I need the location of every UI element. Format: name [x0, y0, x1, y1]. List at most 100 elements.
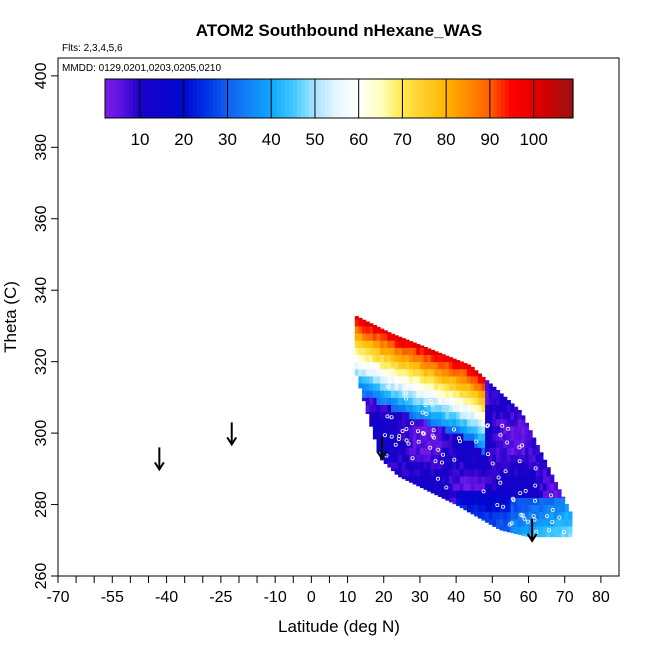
heatmap-cell [459, 475, 464, 484]
heatmap-cell [416, 454, 421, 463]
heatmap-cell [466, 411, 472, 420]
heatmap-cell [481, 454, 486, 463]
heatmap-cell [514, 447, 519, 456]
heatmap-cell [438, 483, 443, 491]
heatmap-cell [517, 410, 522, 413]
heatmap-cell [362, 319, 367, 327]
heatmap-cell [510, 504, 515, 513]
heatmap-cell [503, 397, 508, 406]
colorbar-tick-label: 70 [393, 130, 412, 149]
heatmap-cell [409, 404, 414, 413]
heatmap-cell [495, 425, 501, 434]
heatmap-cell [438, 383, 443, 391]
heatmap-cell [441, 454, 446, 463]
heatmap-cell [463, 461, 468, 470]
heatmap-cell [452, 440, 457, 448]
heatmap-cell [372, 425, 377, 434]
heatmap-cell [387, 447, 392, 456]
heatmap-cell [459, 425, 464, 434]
colorbar-swatch [189, 79, 194, 118]
heatmap-cell [416, 397, 421, 406]
heatmap-cell [477, 425, 482, 434]
heatmap-cell [438, 361, 443, 370]
heatmap-cell [463, 390, 468, 398]
heatmap-cell [495, 418, 501, 427]
heatmap-cell [539, 490, 544, 498]
heatmap-cell [539, 511, 544, 520]
x-tick-label: -40 [155, 589, 178, 606]
heatmap-cell [524, 468, 530, 477]
colorbar-swatch [457, 79, 462, 118]
heatmap-cell [503, 404, 508, 413]
colorbar-swatch [249, 79, 254, 118]
heatmap-cell [524, 425, 530, 434]
heatmap-cell [445, 490, 450, 498]
heatmap-cell [488, 418, 493, 427]
heatmap-cell [481, 461, 486, 470]
heatmap-cell [510, 425, 515, 434]
sample-marker [545, 514, 550, 519]
heatmap-cell [466, 504, 472, 513]
heatmap-cell [369, 375, 374, 384]
colorbar-swatch [245, 79, 250, 118]
x-tick-label: 50 [483, 589, 501, 606]
heatmap-cell [510, 404, 515, 413]
heatmap-cell [430, 354, 435, 363]
heatmap-cell [485, 468, 490, 477]
heatmap-cell [459, 383, 464, 391]
heatmap-cell [542, 525, 548, 534]
heatmap-cell [434, 468, 439, 477]
plot-frame [57, 57, 620, 577]
heatmap-cell [398, 411, 403, 420]
heatmap-cell [517, 533, 522, 535]
heatmap-cell [488, 468, 493, 477]
heatmap-cell [390, 383, 396, 391]
heatmap-cell [510, 403, 515, 406]
heatmap-cell [369, 418, 374, 427]
sample-marker [404, 427, 409, 432]
heatmap-cell [550, 533, 555, 538]
heatmap-cell [474, 404, 479, 413]
heatmap-cell [419, 433, 425, 441]
heatmap-cell [441, 497, 446, 499]
heatmap-cell [456, 454, 461, 463]
heatmap-cell [423, 346, 428, 348]
heatmap-field [354, 316, 573, 538]
heatmap-cell [369, 333, 374, 341]
heatmap-cell [416, 344, 421, 348]
heatmap-cell [441, 361, 446, 370]
heatmap-cell [372, 368, 377, 377]
heatmap-cell [495, 390, 501, 398]
heatmap-cell [405, 468, 410, 477]
heatmap-cell [539, 475, 544, 484]
heatmap-cell [459, 490, 464, 498]
heatmap-cell [517, 518, 522, 527]
heatmap-cell [372, 404, 377, 413]
heatmap-cell [452, 461, 457, 470]
sample-marker [424, 411, 429, 416]
heatmap-cell [448, 483, 454, 491]
heatmap-cell [535, 518, 540, 527]
heatmap-cell [459, 454, 464, 463]
heatmap-cell [398, 404, 403, 413]
heatmap-cell [463, 418, 468, 427]
heatmap-cell [441, 483, 446, 491]
heatmap-cell [372, 397, 377, 406]
heatmap-cell [448, 425, 454, 434]
colorbar-swatch [213, 79, 218, 118]
heatmap-cell [485, 433, 490, 441]
heatmap-cell [409, 475, 414, 483]
heatmap-cell [365, 411, 370, 414]
colorbar-swatch [297, 79, 302, 118]
colorbar-swatch [333, 79, 338, 118]
x-tick-label: -10 [264, 589, 287, 606]
heatmap-cell [390, 340, 396, 348]
heatmap-cell [481, 447, 486, 456]
heatmap-cell [448, 397, 454, 406]
heatmap-cell [445, 425, 450, 434]
heatmap-cell [401, 433, 406, 441]
heatmap-cell [524, 525, 530, 534]
heatmap-cell [553, 518, 558, 527]
heatmap-cell [383, 361, 388, 370]
heatmap-cell [380, 368, 385, 377]
